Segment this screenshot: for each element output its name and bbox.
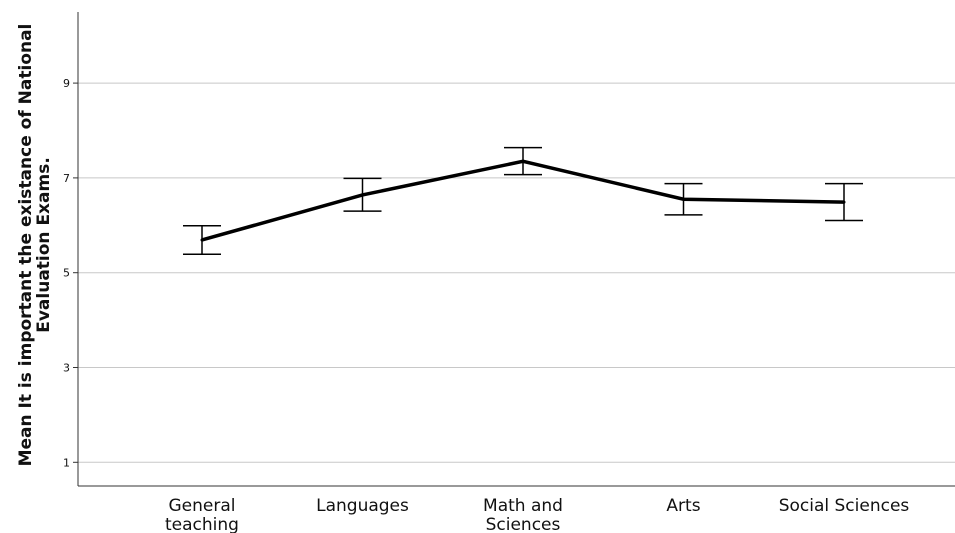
data-point-2 bbox=[521, 159, 525, 163]
y-tick-label-7: 7 bbox=[63, 172, 70, 185]
y-tick-label-9: 9 bbox=[63, 77, 70, 90]
x-tick-label-2: Math and Sciences bbox=[483, 496, 563, 533]
x-tick-label-1: Languages bbox=[316, 496, 409, 516]
x-tick-label-0: General teaching bbox=[165, 496, 239, 533]
y-tick-label-1: 1 bbox=[63, 456, 70, 469]
data-point-3 bbox=[682, 197, 685, 201]
y-tick-label-3: 3 bbox=[63, 362, 70, 375]
data-point-4 bbox=[842, 200, 846, 204]
data-point-0 bbox=[200, 238, 204, 242]
data-point-1 bbox=[361, 193, 364, 197]
y-tick-label-5: 5 bbox=[63, 267, 70, 280]
x-tick-label-3: Arts bbox=[666, 496, 700, 516]
x-tick-label-4: Social Sciences bbox=[779, 496, 910, 516]
